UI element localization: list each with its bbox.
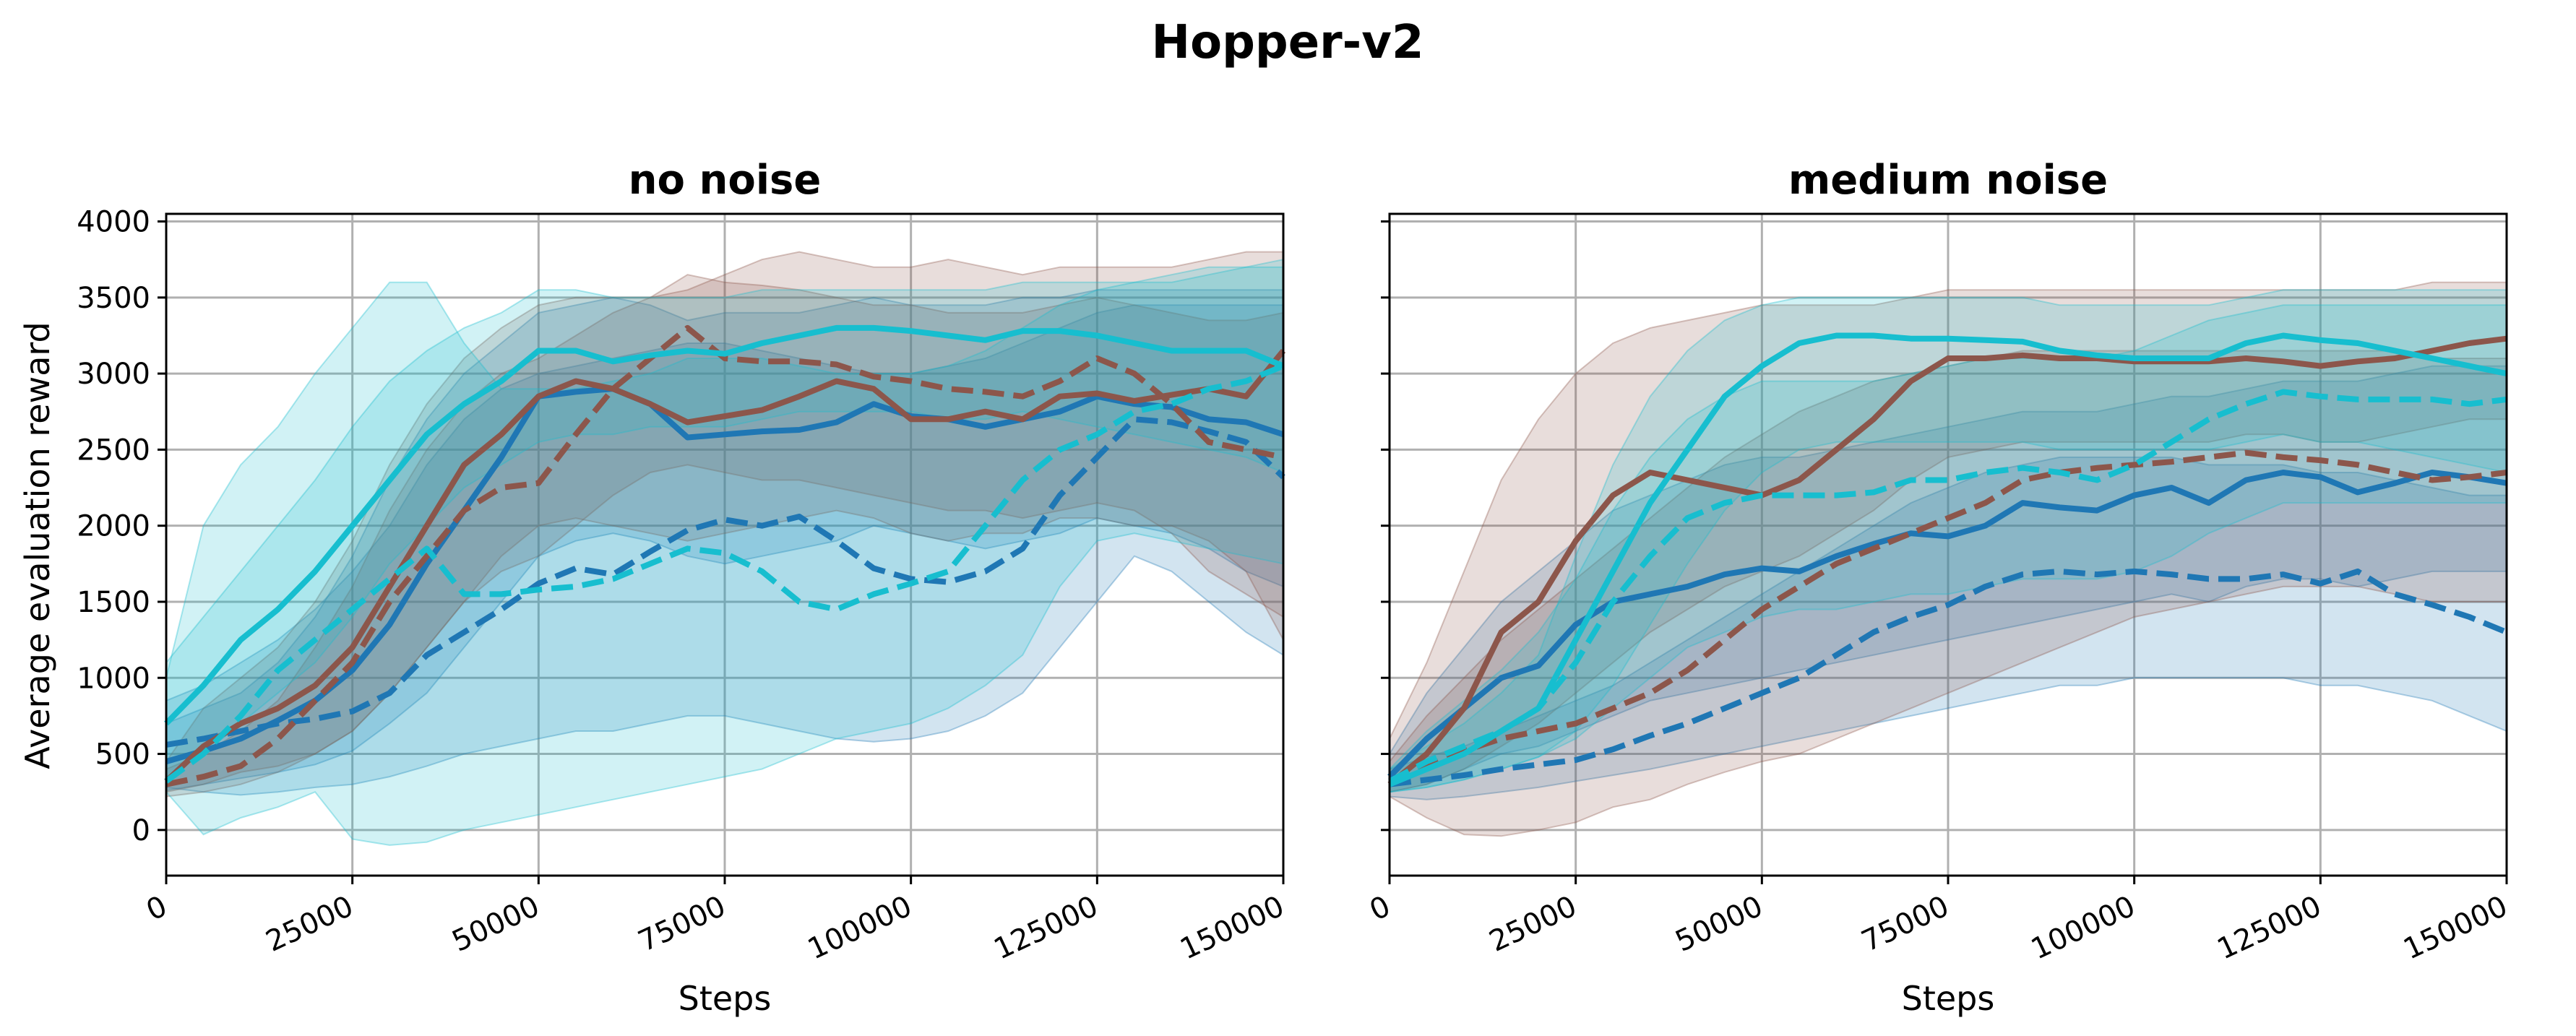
- panel-no-noise-title: no noise: [629, 157, 822, 204]
- y-tick-label: 2500: [77, 433, 150, 467]
- series-cyan-solid: [1388, 332, 2507, 787]
- series-blue-solid: [1387, 470, 2507, 779]
- panel-no-noise-ylabel: Average evaluation reward: [18, 321, 57, 769]
- series-brown-solid: [1387, 335, 2507, 787]
- panel-no-noise-bands: [165, 251, 1284, 846]
- panel-medium-noise-title: medium noise: [1788, 157, 2108, 204]
- x-tick-label: 150000: [2398, 889, 2512, 966]
- panel-medium-noise-grid: [1388, 214, 2508, 876]
- y-tick-label: 1000: [77, 662, 150, 695]
- figure-title: Hopper-v2: [1152, 16, 1424, 69]
- series-brown-dashed: [165, 324, 1284, 787]
- y-tick-label: 3500: [77, 282, 150, 315]
- x-tick-label: 0: [1365, 889, 1396, 927]
- x-tick-label: 50000: [1671, 889, 1768, 958]
- x-tick-label: 100000: [803, 889, 917, 966]
- y-tick-label: 1500: [77, 586, 150, 619]
- panel-no-noise-axes-frame: [165, 212, 1285, 877]
- series-cyan-dashed: [1388, 389, 2507, 784]
- panel-medium-noise-axes-frame: [1388, 212, 2508, 877]
- series-brown-dashed: [1388, 449, 2507, 785]
- panel-medium-noise-xlabel: Steps: [1902, 979, 1995, 1018]
- series-cyan-solid: [164, 324, 1285, 726]
- x-tick-label: 75000: [633, 889, 731, 958]
- series-cyan-dashed: [164, 363, 1285, 784]
- panel-no-noise: no noise Steps Average evaluation reward…: [18, 157, 1289, 1018]
- y-tick-label: 2000: [77, 510, 150, 543]
- y-tick-label: 500: [95, 738, 150, 772]
- x-tick-label: 0: [142, 889, 173, 927]
- series-blue-solid: [165, 386, 1285, 764]
- x-tick-label: 25000: [1484, 889, 1582, 958]
- x-tick-label: 75000: [1856, 889, 1954, 958]
- series-brown-solid: [164, 348, 1286, 784]
- y-tick-label: 0: [132, 814, 150, 847]
- y-tick-label: 4000: [77, 206, 150, 239]
- series-blue-dashed: [1389, 568, 2508, 787]
- x-tick-label: 150000: [1175, 889, 1289, 966]
- panel-medium-noise-lines: [1387, 332, 2508, 787]
- x-tick-label: 125000: [989, 889, 1103, 966]
- x-tick-label: 25000: [261, 889, 358, 958]
- panel-no-noise-xlabel: Steps: [679, 979, 772, 1018]
- x-tick-label: 50000: [447, 889, 545, 958]
- x-tick-label: 125000: [2213, 889, 2327, 966]
- panel-no-noise-lines: [164, 324, 1286, 787]
- series-blue-dashed: [165, 416, 1285, 748]
- y-tick-label: 3000: [77, 358, 150, 391]
- x-tick-label: 100000: [2026, 889, 2140, 966]
- panel-medium-noise: medium noise Steps 0 25000 50000 75000 10000…: [1365, 157, 2513, 1018]
